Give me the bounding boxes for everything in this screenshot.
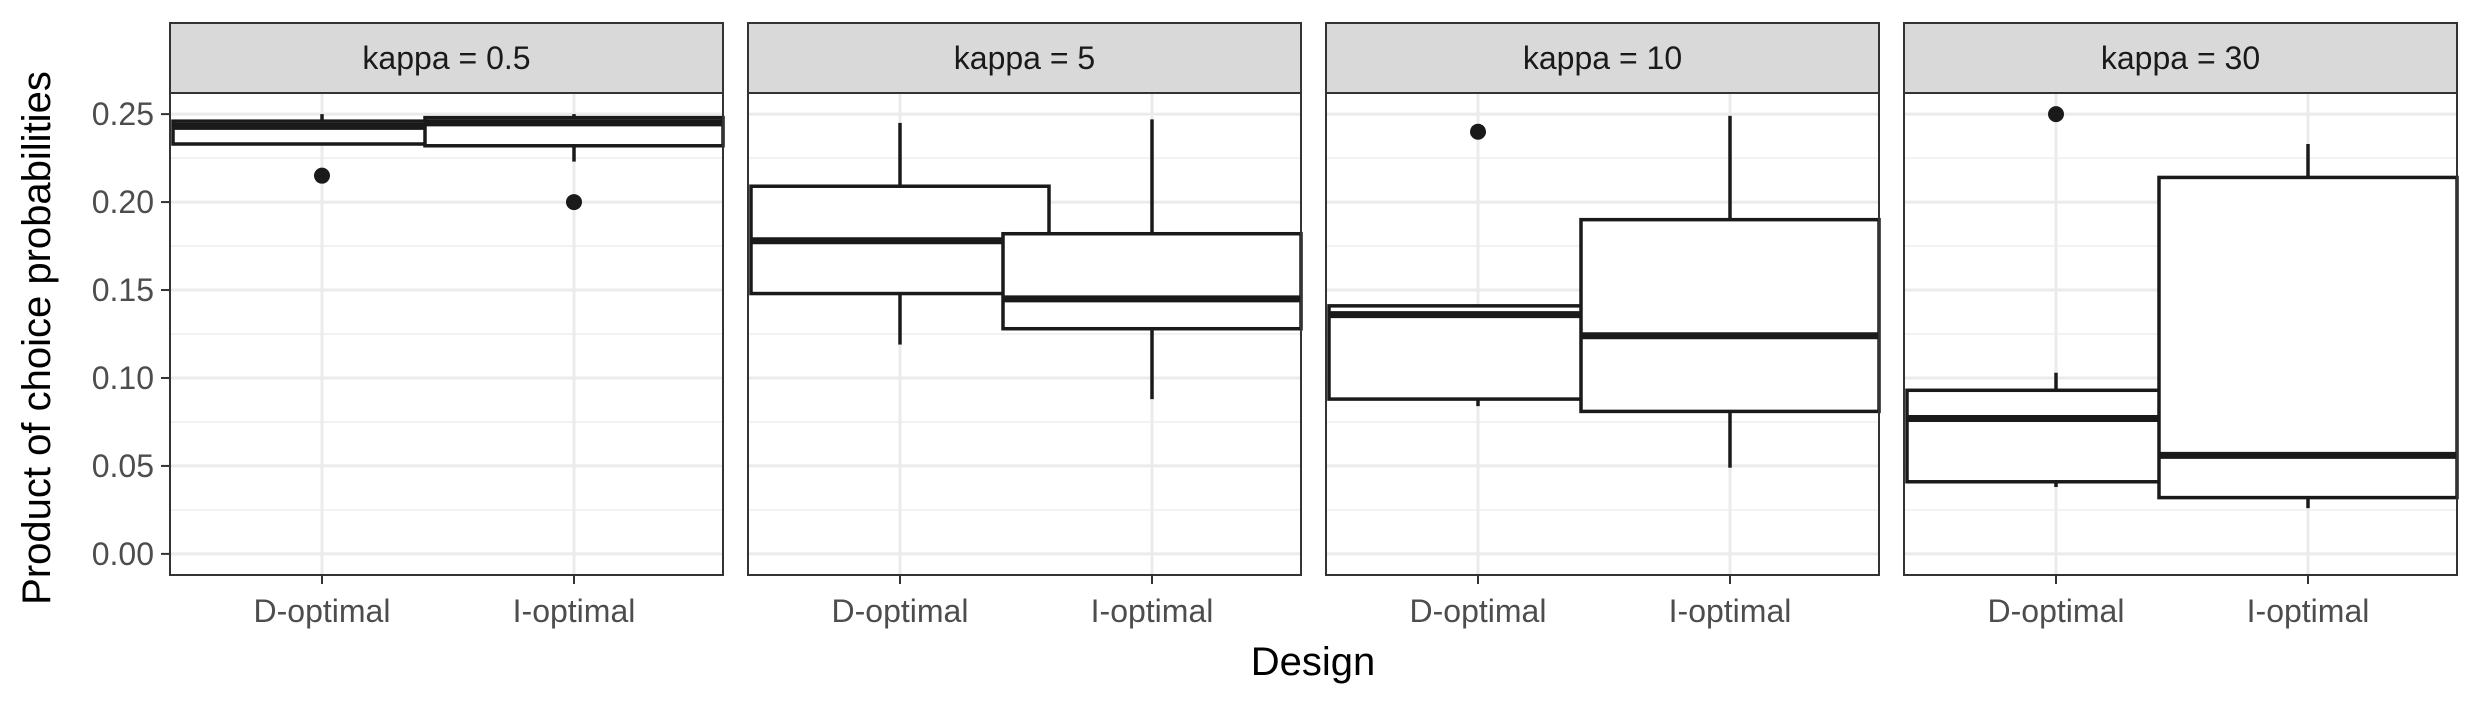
box-iqr (2157, 175, 2459, 500)
x-tick-label: I-optimal (2247, 593, 2370, 629)
outlier-point (314, 167, 330, 184)
x-tick-label: I-optimal (513, 593, 636, 629)
facet-panel: kappa = 10 D-optimal I-optimal (1325, 22, 1881, 629)
x-axis-title: Design (1251, 640, 1376, 684)
box-iqr (1579, 217, 1881, 414)
facet-panel: kappa = 30 D-optimal I-optimal (1903, 22, 2459, 629)
x-tick-label: D-optimal (1988, 593, 2125, 629)
x-tick-label: I-optimal (1091, 593, 1214, 629)
facet-strip (747, 22, 1302, 94)
box-iqr (1905, 388, 2207, 484)
facet-strip-label: kappa = 10 (1523, 40, 1682, 76)
box-i-optimal (423, 114, 725, 211)
box-d-optimal (1905, 106, 2207, 488)
facet-strip (1903, 22, 2458, 94)
box-i-optimal (2157, 144, 2459, 509)
box-i-optimal (1579, 115, 1881, 468)
x-tick-label: D-optimal (254, 593, 391, 629)
x-tick-label: I-optimal (1669, 593, 1792, 629)
outlier-point (2048, 106, 2064, 123)
outlier-point (566, 194, 582, 211)
y-tick-label: 0.20 (92, 184, 154, 220)
box-d-optimal (749, 122, 1051, 345)
y-tick-label: 0.10 (92, 360, 154, 396)
x-tick-label: D-optimal (1410, 593, 1547, 629)
y-tick-label: 0.25 (92, 96, 154, 132)
box-d-optimal (171, 114, 473, 184)
facet-panel: kappa = 0.5 D-optimal I-optimal (169, 22, 725, 629)
y-axis-title: Product of choice probabilities (15, 71, 59, 605)
facet-panel: kappa = 5 D-optimal I-optimal (747, 22, 1303, 629)
y-axis: 0.00 0.05 0.10 0.15 0.20 0.25 (92, 96, 170, 572)
y-tick-label: 0.15 (92, 272, 154, 308)
y-tick-label: 0.00 (92, 536, 154, 572)
box-iqr (1001, 231, 1303, 331)
facet-panels: kappa = 0.5 D-optimal I-optimal kappa = 5 D-… (169, 22, 2459, 629)
facet-strip (169, 22, 724, 94)
y-tick-label: 0.05 (92, 448, 154, 484)
outlier-point (1470, 123, 1486, 140)
facet-strip (1325, 22, 1880, 94)
facet-strip-label: kappa = 0.5 (362, 40, 530, 76)
facet-strip-label: kappa = 30 (2101, 40, 2260, 76)
facet-strip-label: kappa = 5 (954, 40, 1095, 76)
x-tick-label: D-optimal (832, 593, 969, 629)
